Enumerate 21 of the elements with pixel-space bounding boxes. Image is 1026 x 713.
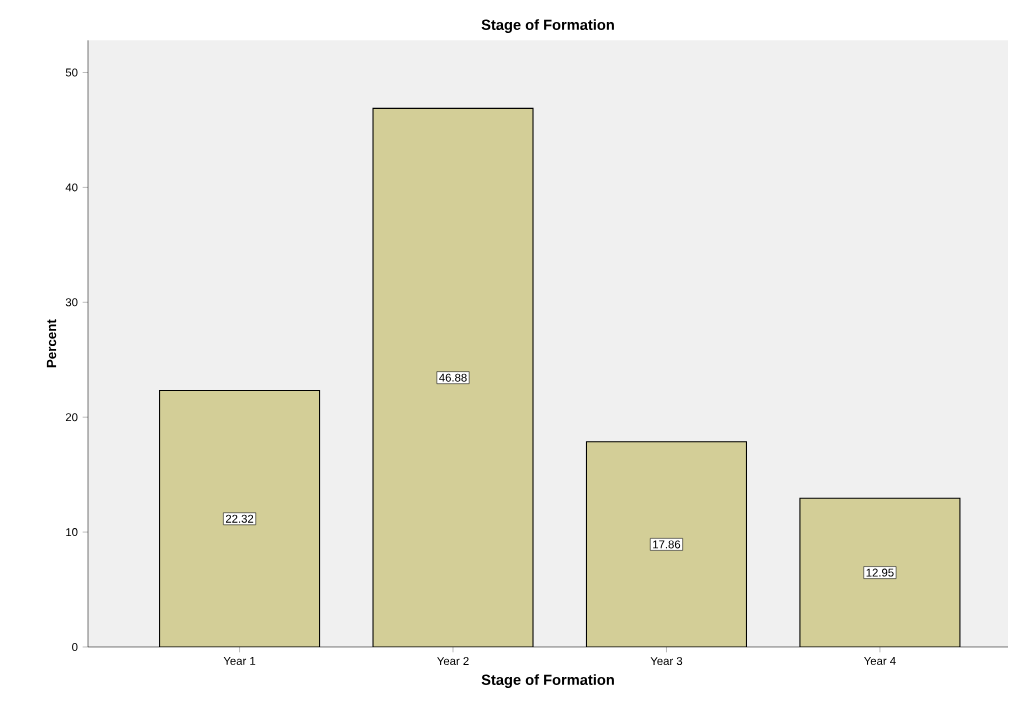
data-label: 17.86 (653, 540, 681, 549)
x-axis-title: Stage of Formation (481, 674, 614, 688)
y-tick-label: 0 (72, 642, 78, 651)
y-tick-label: 50 (65, 68, 78, 77)
x-tick-label: Year 3 (650, 657, 683, 666)
bar (799, 497, 961, 647)
x-tick-label: Year 2 (437, 657, 469, 666)
y-axis-title: Percent (46, 319, 57, 368)
bar (372, 107, 534, 647)
y-tick-label: 40 (65, 183, 78, 192)
bar (159, 390, 321, 647)
x-tick-label: Year 1 (223, 657, 256, 665)
data-label: 22.32 (225, 514, 254, 523)
y-tick-label: 10 (66, 528, 78, 537)
bar (585, 441, 748, 647)
data-label: 46.88 (439, 373, 467, 382)
y-tick-label: 20 (65, 413, 78, 422)
data-label: 12.95 (866, 568, 894, 577)
y-tick-label: 30 (65, 298, 78, 307)
x-tick-label: Year 4 (864, 657, 896, 665)
chart-title: Stage of Formation (481, 19, 614, 33)
